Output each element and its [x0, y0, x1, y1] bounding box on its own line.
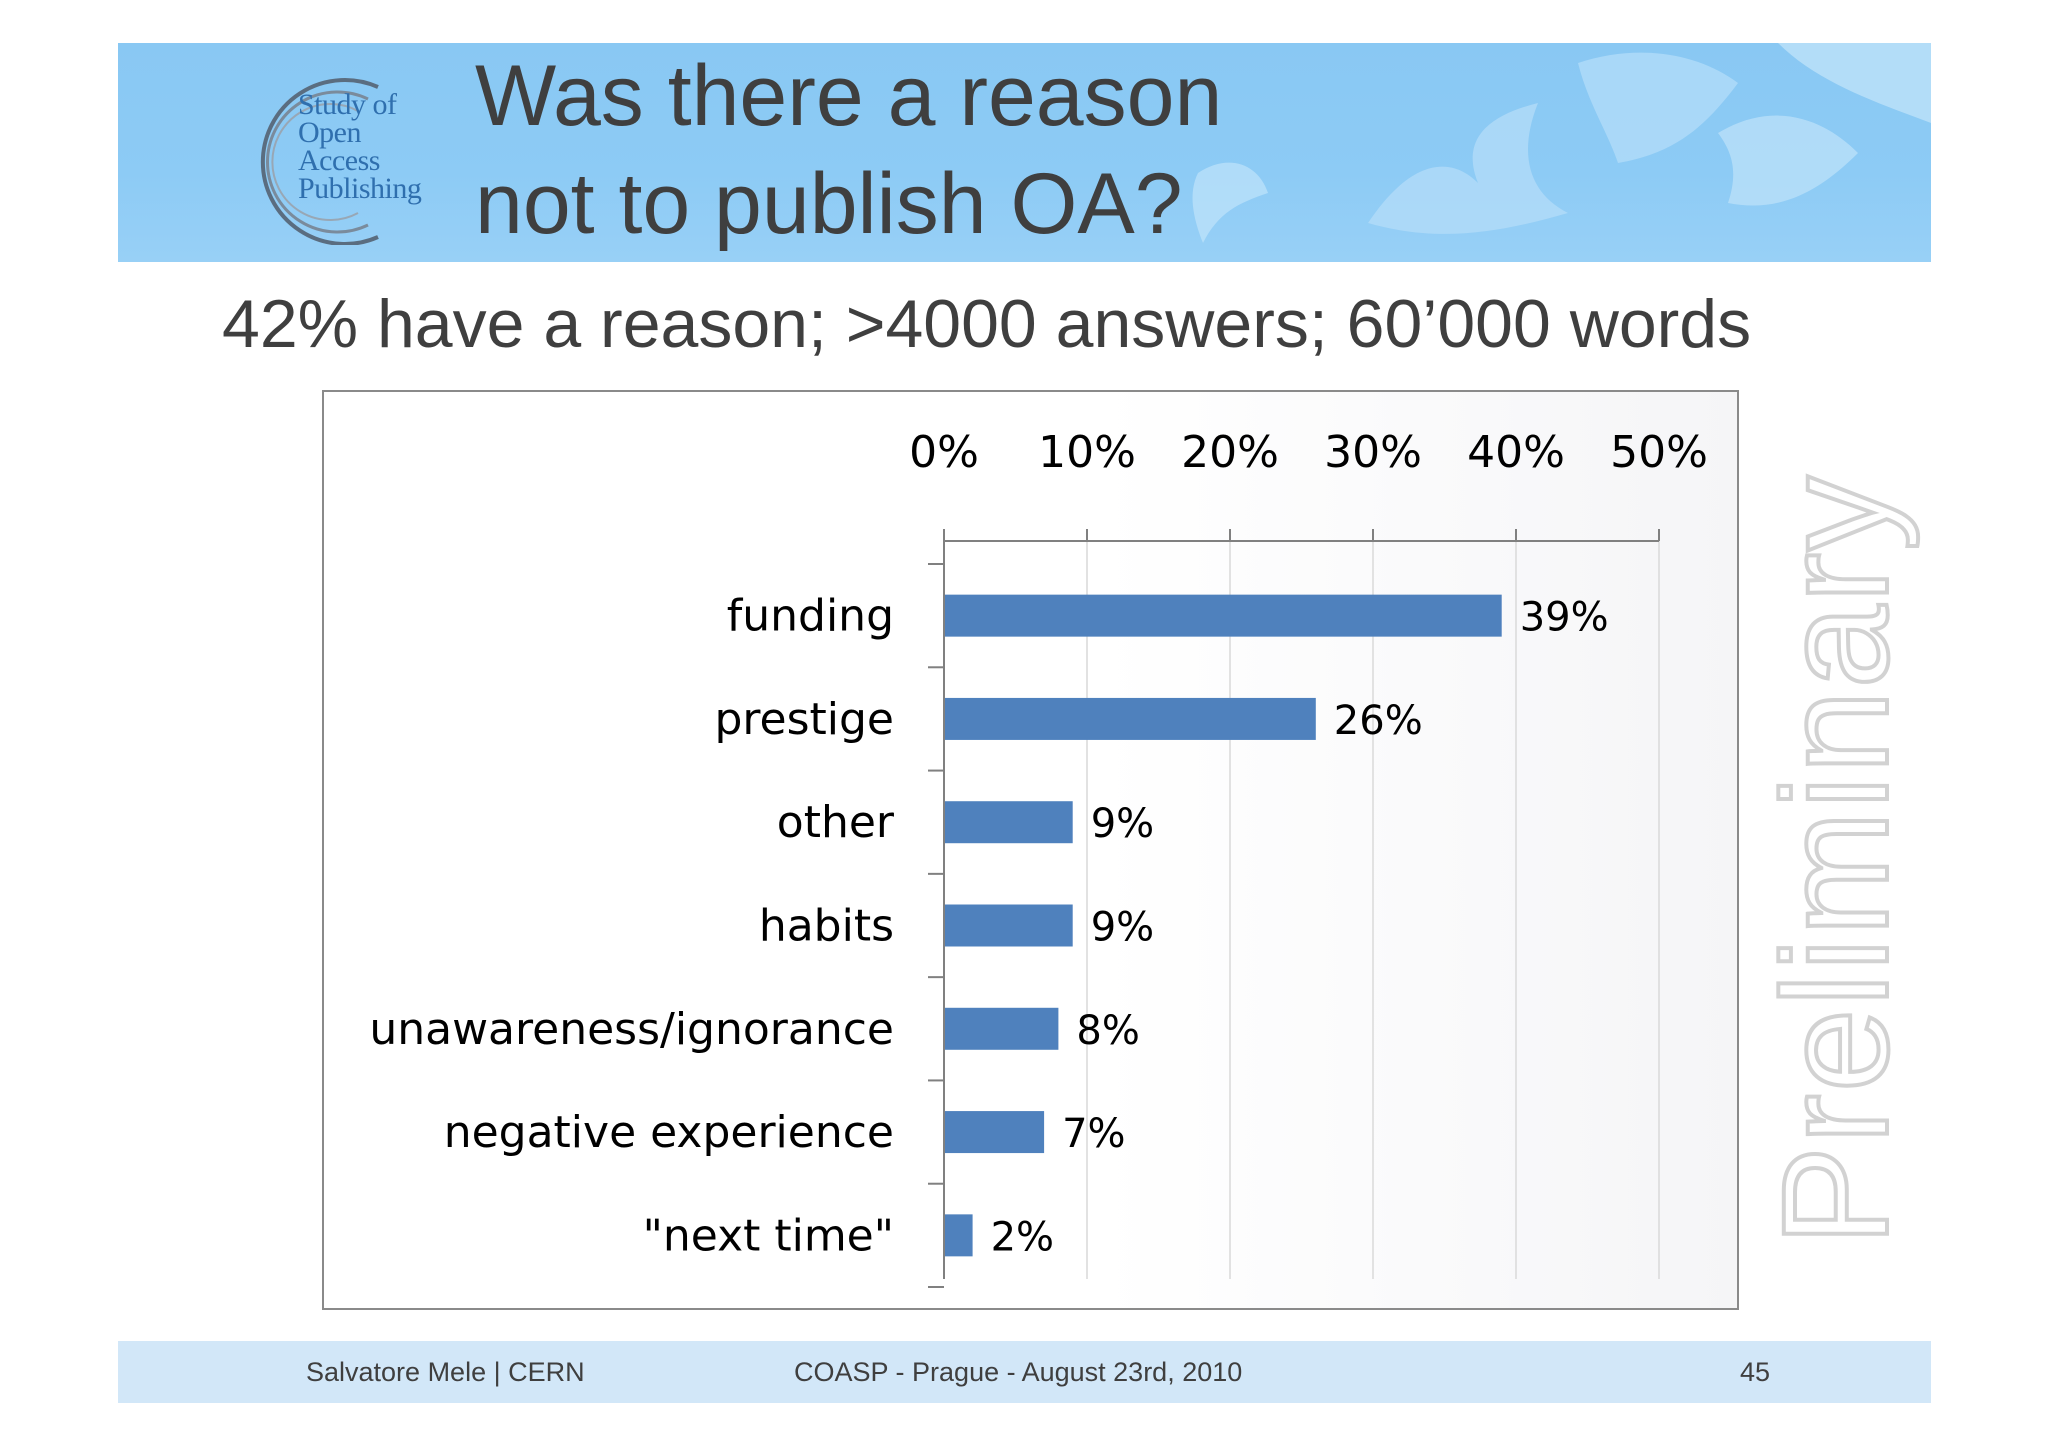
data-label: 9%	[1091, 801, 1154, 847]
x-tick-label: 0%	[909, 427, 979, 478]
footer-page-number: 45	[1740, 1357, 1771, 1387]
data-label: 2%	[991, 1214, 1054, 1260]
study-of-open-access-publishing-logo: Study of Open Access Publishing	[258, 65, 458, 245]
data-label: 7%	[1062, 1111, 1125, 1157]
footer-event: COASP - Prague - August 23rd, 2010	[794, 1357, 1243, 1387]
category-label: negative experience	[444, 1107, 894, 1158]
bar	[945, 697, 1316, 740]
category-label: funding	[727, 591, 894, 642]
footer-author: Salvatore Mele | CERN	[306, 1357, 585, 1387]
logo-arcs-icon	[260, 78, 379, 245]
data-label: 26%	[1334, 698, 1423, 744]
bar	[945, 1214, 973, 1257]
bar-chart: 0% 10% 20% 30% 40% 50% funding 39% prestige 26% ot…	[369, 427, 1708, 1288]
banner-decoration	[1192, 43, 1931, 243]
data-label: 8%	[1076, 1008, 1139, 1054]
header-banner: Study of Open Access Publishing Was ther…	[118, 43, 1931, 262]
logo-text-line-1: Study of	[298, 88, 397, 121]
page-title-line-2: not to publish OA?	[475, 156, 1183, 252]
page-subtitle: 42% have a reason; >4000 answers; 60’000…	[222, 286, 1752, 362]
footer-bar: Salvatore Mele | CERN COASP - Prague - A…	[118, 1341, 1931, 1403]
logo-text-line-2: Open	[298, 116, 361, 149]
x-tick-label: 20%	[1181, 427, 1279, 478]
x-tick-label: 30%	[1324, 427, 1422, 478]
logo-text-line-4: Publishing	[298, 172, 422, 205]
category-label: "next time"	[643, 1210, 894, 1261]
category-label: habits	[759, 901, 894, 952]
page-title-line-1: Was there a reason	[475, 48, 1223, 144]
x-tick-label: 40%	[1467, 427, 1565, 478]
logo-text-line-3: Access	[298, 144, 380, 177]
bar	[945, 1007, 1059, 1050]
bar	[945, 594, 1502, 637]
bar	[945, 904, 1073, 947]
preliminary-watermark: Preliminary	[1749, 472, 1921, 1248]
chart-panel: 0% 10% 20% 30% 40% 50% funding 39% prestige 26% ot…	[322, 390, 1739, 1310]
category-label: other	[777, 797, 895, 848]
bar	[945, 1111, 1045, 1154]
x-tick-label: 10%	[1038, 427, 1136, 478]
category-label: unawareness/ignorance	[369, 1004, 894, 1055]
bar	[945, 801, 1073, 844]
data-label: 39%	[1520, 595, 1609, 641]
category-label: prestige	[714, 694, 894, 745]
x-tick-label: 50%	[1610, 427, 1708, 478]
data-label: 9%	[1091, 905, 1154, 951]
